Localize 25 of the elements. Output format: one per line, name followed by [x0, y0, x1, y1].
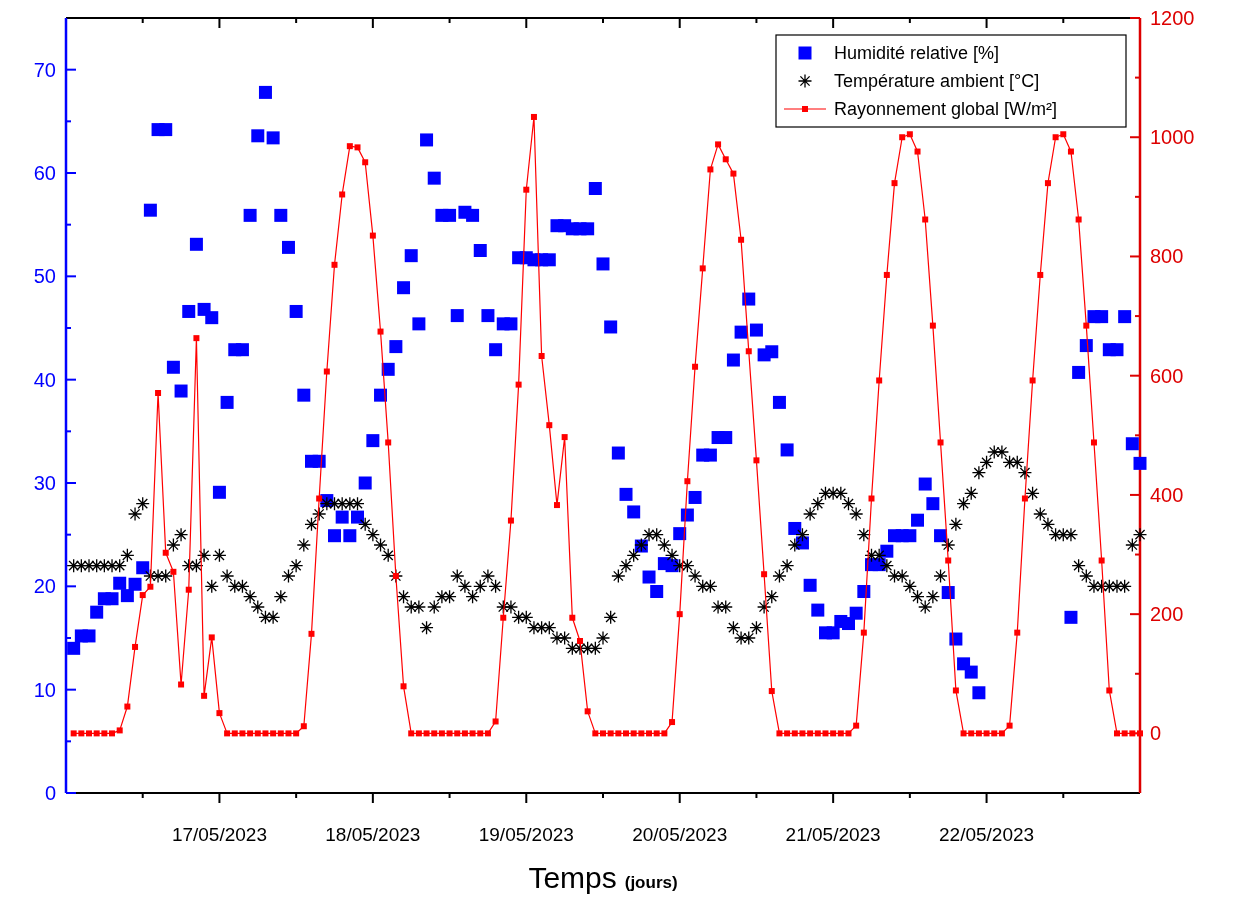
x-tick-label: 18/05/2023 — [325, 824, 421, 845]
y2-tick-label: 1000 — [1150, 126, 1195, 149]
legend-label: Température ambient [°C] — [834, 71, 1040, 92]
x-tick-label: 22/05/2023 — [939, 824, 1035, 845]
y-tick-label: 10 — [33, 678, 56, 701]
x-tick-label: 19/05/2023 — [478, 824, 574, 845]
y-tick-label: 60 — [33, 162, 56, 184]
x-tick-label: 21/05/2023 — [785, 824, 881, 845]
y2-tick-label: 600 — [1150, 364, 1184, 387]
y-tick-label: 0 — [44, 782, 56, 804]
y2-tick-label: 0 — [1150, 722, 1162, 745]
y2-tick-label: 1200 — [1150, 7, 1195, 29]
x-tick-label: 20/05/2023 — [632, 824, 728, 845]
x-tick-label: 17/05/2023 — [171, 824, 267, 845]
legend-label: Humidité relative [%] — [834, 43, 1000, 64]
y2-tick-label: 800 — [1150, 245, 1184, 268]
legend-label: Rayonnement global [W/m²] — [834, 99, 1058, 120]
y-tick-label: 50 — [33, 265, 56, 288]
y-tick-label: 20 — [33, 575, 56, 598]
y2-tick-label: 200 — [1150, 603, 1184, 626]
y-tick-label: 70 — [33, 58, 56, 81]
y-tick-label: 30 — [33, 472, 56, 494]
x-axis-title: Temps (jours) — [528, 861, 678, 894]
y-tick-label: 40 — [33, 368, 56, 391]
y2-tick-label: 400 — [1150, 483, 1184, 506]
